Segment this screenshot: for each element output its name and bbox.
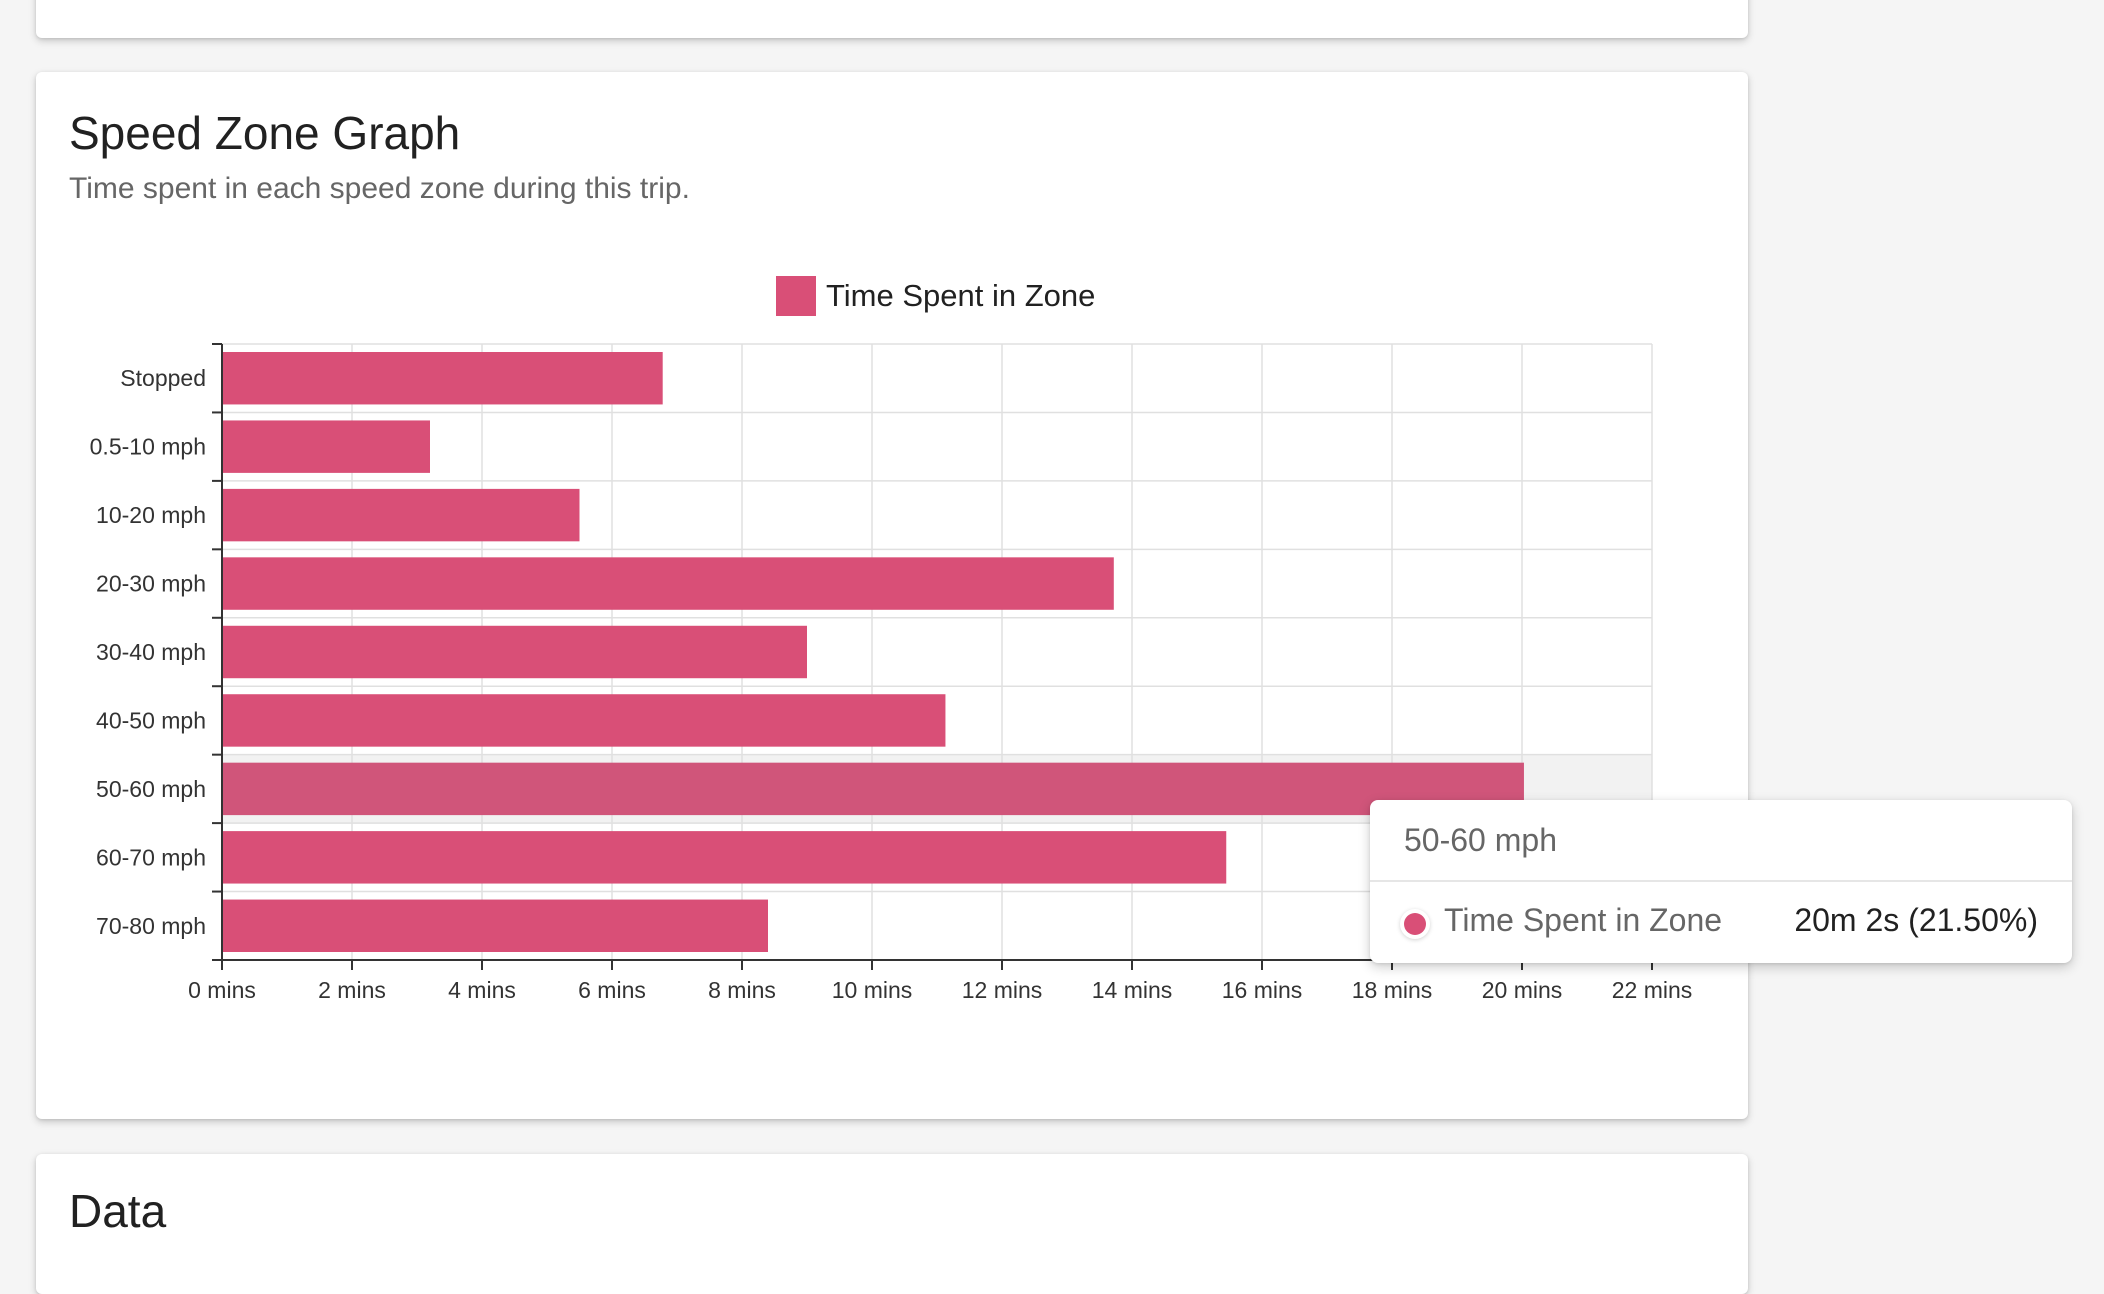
x-tick-label: 18 mins	[1352, 977, 1433, 1003]
x-tick-label: 4 mins	[448, 977, 516, 1003]
bar	[222, 420, 430, 473]
y-tick-label: 0.5-10 mph	[90, 434, 206, 460]
bar	[222, 762, 1524, 816]
previous-card	[36, 0, 1748, 38]
y-tick-label: 20-30 mph	[96, 571, 206, 597]
bar	[222, 694, 946, 747]
card-title: Data	[69, 1185, 167, 1237]
x-tick-label: 0 mins	[188, 977, 256, 1003]
chart-tooltip: 50-60 mph Time Spent in Zone 20m 2s (21.…	[1370, 800, 2072, 963]
x-tick-label: 6 mins	[578, 977, 646, 1003]
tooltip-series-name: Time Spent in Zone	[1444, 902, 1723, 938]
tooltip-category: 50-60 mph	[1370, 800, 2072, 882]
speed-zone-card: Speed Zone Graph Time spent in each spee…	[36, 72, 1748, 1119]
bar	[222, 831, 1227, 884]
x-tick-label: 16 mins	[1222, 977, 1303, 1003]
x-tick-label: 10 mins	[832, 977, 913, 1003]
card-subtitle: Time spent in each speed zone during thi…	[69, 172, 690, 205]
legend-label: Time Spent in Zone	[826, 278, 1095, 313]
x-tick-label: 8 mins	[708, 977, 776, 1003]
card-title: Speed Zone Graph	[69, 107, 461, 159]
bar	[222, 625, 807, 679]
y-tick-label: 60-70 mph	[96, 844, 206, 870]
legend-swatch	[776, 276, 816, 316]
bar	[222, 557, 1114, 610]
series-color-dot	[1404, 913, 1426, 935]
x-tick-label: 2 mins	[318, 977, 386, 1003]
y-tick-label: 40-50 mph	[96, 707, 206, 733]
x-tick-label: 12 mins	[962, 977, 1043, 1003]
x-tick-label: 22 mins	[1612, 977, 1693, 1003]
y-tick-label: 30-40 mph	[96, 639, 206, 665]
tooltip-value: 20m 2s (21.50%)	[1794, 902, 2038, 938]
tooltip-row: Time Spent in Zone 20m 2s (21.50%)	[1370, 882, 2072, 964]
data-card: Data	[36, 1154, 1748, 1294]
y-tick-label: 70-80 mph	[96, 913, 206, 939]
x-tick-label: 14 mins	[1092, 977, 1173, 1003]
y-tick-label: Stopped	[120, 365, 206, 391]
bar	[222, 899, 768, 952]
x-tick-label: 20 mins	[1482, 977, 1563, 1003]
bar	[222, 352, 663, 405]
y-tick-label: 10-20 mph	[96, 502, 206, 528]
bar	[222, 488, 580, 542]
y-tick-label: 50-60 mph	[96, 776, 206, 802]
